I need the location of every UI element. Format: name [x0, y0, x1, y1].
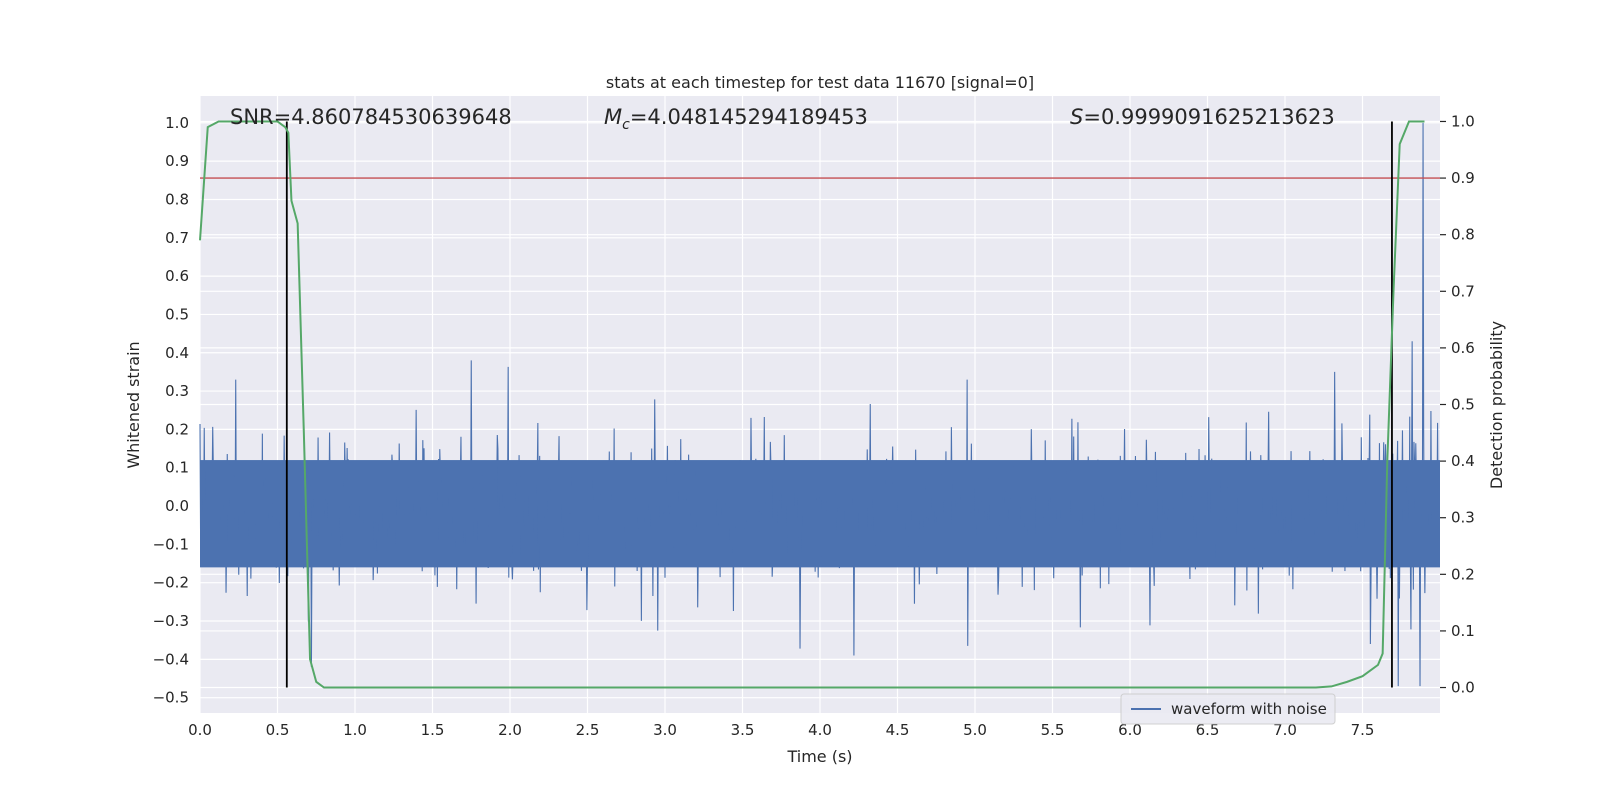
y-tick-label: 0.4	[165, 344, 189, 362]
chirp-mass-subscript: c	[622, 117, 630, 133]
y-tick-label: −0.3	[153, 612, 189, 630]
s-annotation: S=0.9999091625213623	[1070, 105, 1335, 129]
legend: waveform with noise	[1120, 693, 1336, 725]
chirp-mass-value: =4.048145294189453	[630, 105, 868, 129]
y2-tick-label: 1.0	[1451, 112, 1475, 130]
detection-probability-line	[199, 120, 1425, 689]
x-tick-label: 4.5	[886, 721, 910, 739]
y-tick-label: −0.4	[153, 650, 189, 668]
y2-axis-label: Detection probability	[1487, 321, 1506, 489]
y2-tick-label: 0.8	[1451, 226, 1475, 244]
y-tick-label: 0.5	[165, 305, 189, 323]
x-tick-label: 7.5	[1351, 721, 1375, 739]
x-tick-label: 2.0	[498, 721, 522, 739]
overlays	[199, 120, 1440, 689]
y-tick-label: 0.7	[165, 229, 189, 247]
y2-axis-ticks: 0.0 0.1 0.2 0.3 0.4 0.5 0.6 0.7 0.8 0.9 1.0	[1440, 112, 1475, 697]
y-tick-label: 1.0	[165, 114, 189, 132]
x-tick-label: 4.0	[808, 721, 832, 739]
y-tick-label: −0.1	[153, 535, 189, 553]
y2-tick-label: 0.0	[1451, 679, 1475, 697]
y-axis-ticks: −0.5 −0.4 −0.3 −0.2 −0.1 0.0 0.1 0.2 0.3 0.4 0.5 0.…	[153, 114, 189, 707]
y-axis-label: Whitened strain	[124, 341, 143, 468]
x-tick-label: 5.5	[1041, 721, 1065, 739]
y2-tick-label: 0.9	[1451, 169, 1475, 187]
s-value: =0.9999091625213623	[1083, 105, 1334, 129]
y2-tick-label: 0.6	[1451, 339, 1475, 357]
snr-annotation: SNR=4.860784530639648	[230, 105, 512, 129]
x-tick-label: 2.5	[576, 721, 600, 739]
x-tick-label: 6.5	[1196, 721, 1220, 739]
y-tick-label: 0.3	[165, 382, 189, 400]
legend-box	[1120, 693, 1336, 725]
x-tick-label: 0.0	[188, 721, 212, 739]
y-tick-label: −0.5	[153, 689, 189, 707]
waveform-line	[199, 122, 1440, 687]
waveform-series	[199, 122, 1440, 687]
y-tick-label: 0.1	[165, 459, 189, 477]
chart-title: stats at each timestep for test data 116…	[606, 73, 1034, 92]
chirp-mass-symbol: M	[604, 105, 622, 129]
chirp-mass-annotation: Mc=4.048145294189453	[604, 105, 868, 133]
y2-tick-label: 0.1	[1451, 622, 1475, 640]
y2-tick-label: 0.2	[1451, 565, 1475, 583]
x-tick-label: 3.0	[653, 721, 677, 739]
y-tick-label: −0.2	[153, 574, 189, 592]
x-tick-label: 7.0	[1273, 721, 1297, 739]
legend-label-waveform: waveform with noise	[1171, 700, 1327, 718]
y-tick-label: 0.2	[165, 420, 189, 438]
x-tick-label: 1.5	[421, 721, 445, 739]
x-tick-label: 1.0	[343, 721, 367, 739]
x-axis-ticks: 0.0 0.5 1.0 1.5 2.0 2.5 3.0 3.5 4.0 4.5 5.0 5.5 6.0 6…	[188, 721, 1374, 739]
x-tick-label: 5.0	[963, 721, 987, 739]
y-tick-label: 0.8	[165, 190, 189, 208]
s-symbol: S	[1070, 105, 1083, 129]
x-tick-label: 0.5	[266, 721, 290, 739]
y-tick-label: 0.6	[165, 267, 189, 285]
x-axis-label: Time (s)	[786, 747, 852, 766]
y-tick-label: 0.0	[165, 497, 189, 515]
x-tick-label: 6.0	[1118, 721, 1142, 739]
y2-tick-label: 0.7	[1451, 282, 1475, 300]
x-tick-label: 3.5	[731, 721, 755, 739]
y2-tick-label: 0.3	[1451, 509, 1475, 527]
y2-tick-label: 0.4	[1451, 452, 1475, 470]
y2-tick-label: 0.5	[1451, 396, 1475, 414]
y-tick-label: 0.9	[165, 152, 189, 170]
